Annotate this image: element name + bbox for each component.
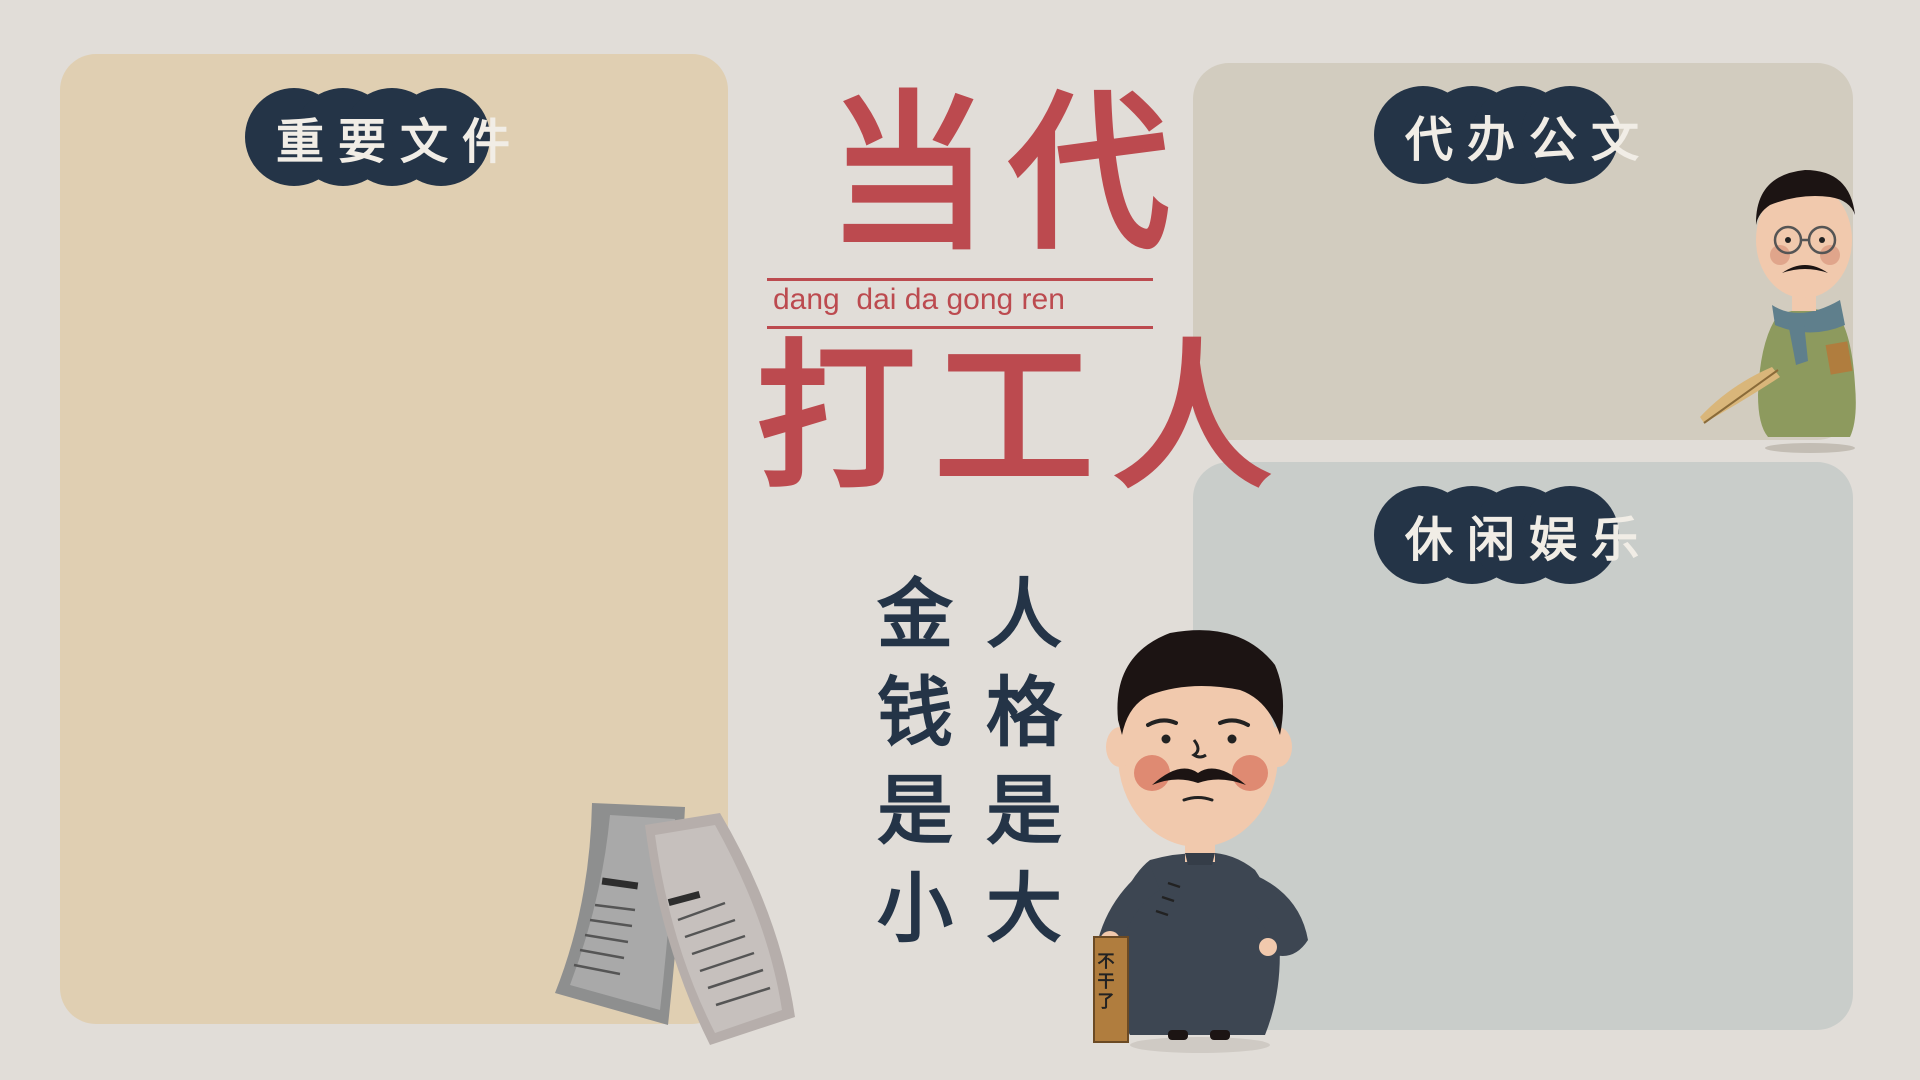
title-divider-top <box>767 278 1153 281</box>
verse-char: 小 <box>877 864 953 953</box>
newspaper-icon <box>555 803 795 1045</box>
scholar-with-umbrella-icon <box>1700 170 1856 453</box>
leisure-label-text: 休闲娱乐 <box>1404 512 1653 568</box>
pending-documents-label-text: 代办公文 <box>1404 112 1653 168</box>
title-top: 当代 <box>827 76 1189 274</box>
important-files-label: 重要文件 <box>245 88 541 186</box>
verse-char: 格 <box>986 668 1062 757</box>
verse-char: 是 <box>986 766 1062 855</box>
verse-left-column: 金 钱 是 小 <box>875 566 955 958</box>
verse-char: 是 <box>877 766 953 855</box>
title-bottom: 打工人 <box>756 324 1291 511</box>
man-with-resignation-sign-icon <box>1093 630 1308 1053</box>
verse-char: 钱 <box>877 668 953 757</box>
title-pinyin: dang dai da gong ren <box>773 283 1065 316</box>
important-files-label-text: 重要文件 <box>275 114 524 170</box>
verse-char: 金 <box>877 570 953 659</box>
verse-char: 人 <box>986 570 1062 659</box>
pending-documents-label: 代办公文 <box>1374 86 1670 184</box>
title-divider-bottom <box>767 326 1153 329</box>
verse-char: 大 <box>986 864 1062 953</box>
verse-right-column: 人 格 是 大 <box>984 566 1064 958</box>
resignation-sign-text: 不干了 <box>1097 952 1115 1012</box>
leisure-label: 休闲娱乐 <box>1374 486 1670 584</box>
